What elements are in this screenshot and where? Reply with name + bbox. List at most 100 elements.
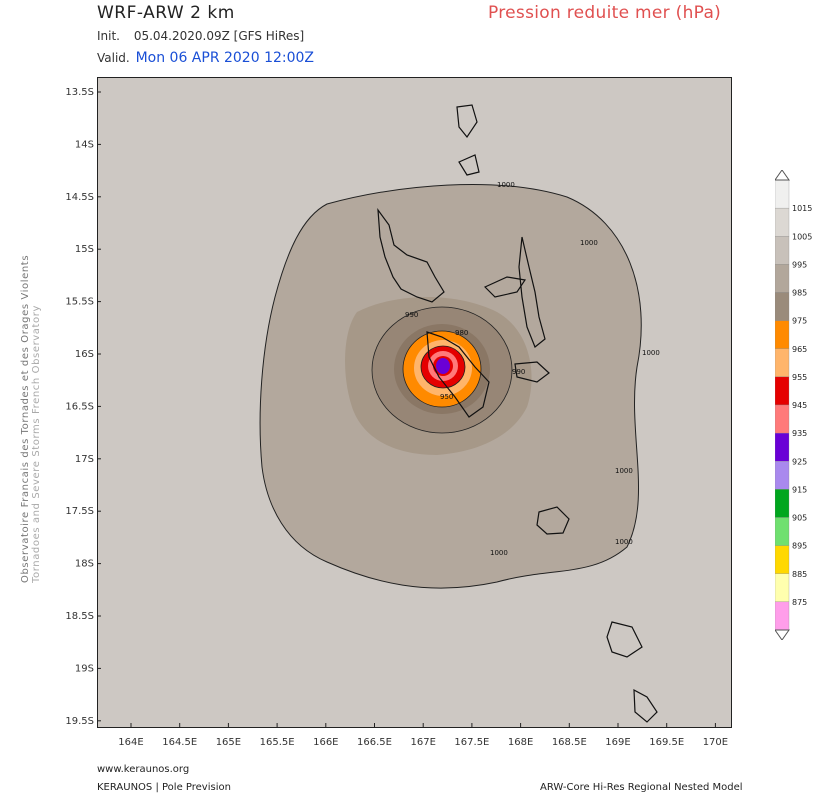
legend-swatch	[775, 320, 790, 349]
pressure-legend: 1015 1005 995 985 975 965 955 945 935 925 915 905 89…	[775, 170, 812, 640]
lat-tick-label: 18.5S	[65, 611, 94, 622]
model-title: WRF-ARW 2 km	[97, 3, 235, 23]
legend-label: 925	[792, 457, 807, 466]
lat-tick-label: 14S	[75, 139, 94, 150]
legend-swatch	[775, 404, 790, 434]
lon-tick-label: 168.5E	[552, 737, 587, 748]
contour-label: 1000	[497, 181, 515, 189]
legend-swatch	[775, 432, 790, 462]
brand-footer: KERAUNOS | Pole Prevision	[97, 782, 231, 793]
lat-tick-label: 16.5S	[65, 401, 94, 412]
legend-swatch	[775, 545, 790, 574]
lon-tick-label: 166E	[313, 737, 338, 748]
island-espiritu-santo	[377, 207, 445, 303]
island-efate	[536, 506, 570, 535]
legend-swatch	[775, 489, 790, 518]
lat-tick-label: 14.5S	[65, 192, 94, 203]
contour-label: 990	[512, 368, 525, 376]
legend-swatch	[775, 376, 790, 406]
valid-date: Mon 06 APR 2020 12:00Z	[135, 50, 315, 66]
legend-swatch	[775, 236, 790, 265]
contour-label: 990	[405, 311, 418, 319]
lat-tick-label: 16S	[75, 349, 94, 360]
legend-swatch	[775, 264, 790, 293]
website-footer: www.keraunos.org	[97, 764, 190, 775]
observatory-label: Observatoire Francais des Tornades et de…	[20, 255, 42, 583]
island-gaua	[458, 154, 480, 176]
legend-label: 875	[792, 598, 807, 607]
legend-swatch	[775, 461, 790, 490]
contour-label: 1000	[615, 467, 633, 475]
lat-tick-label: 17.5S	[65, 506, 94, 517]
island-pentecost	[518, 236, 546, 348]
island-malekula	[426, 331, 490, 418]
lat-tick-label: 15.5S	[65, 297, 94, 308]
lon-tick-label: 164.5E	[162, 737, 197, 748]
valid-label: Valid.	[97, 51, 130, 65]
lat-tick-label: 19S	[75, 663, 94, 674]
init-label: Init.	[97, 29, 120, 43]
coastlines	[377, 104, 658, 723]
init-line: Init. 05.04.2020.09Z [GFS HiRes]	[97, 29, 304, 43]
legend-label: 945	[792, 401, 807, 410]
island-tanna	[633, 688, 658, 723]
cyclone-eye	[436, 358, 450, 374]
lat-tick-label: 18S	[75, 559, 94, 570]
legend-labels: 1015 1005 995 985 975 965 955 945 935 925 915 905 89…	[792, 204, 812, 607]
legend-label: 955	[792, 373, 807, 382]
lon-tick-label: 169E	[605, 737, 630, 748]
valid-line: Valid. Mon 06 APR 2020 12:00Z	[97, 50, 314, 66]
contour-labels: 1000 1000 990 980 990 950 1000 1000 1000…	[405, 181, 660, 557]
legend-swatch	[775, 292, 790, 321]
lon-tick-label: 168E	[508, 737, 533, 748]
model-note-footer: ARW-Core Hi-Res Regional Nested Model	[540, 782, 743, 793]
legend-swatch	[775, 207, 790, 237]
lon-tick-label: 165E	[216, 737, 241, 748]
legend-bottom-arrow	[775, 629, 790, 640]
contour-label: 1000	[642, 349, 660, 357]
longitude-axis: 164E 164.5E 165E 165.5E 166E 166.5E 167E 167.5E…	[118, 723, 728, 748]
lon-tick-label: 165.5E	[260, 737, 295, 748]
legend-label: 885	[792, 570, 807, 579]
observatory-en: Tornadoes and Severe Storms French Obser…	[31, 305, 42, 583]
contour-label: 1000	[615, 538, 633, 546]
lat-tick-label: 13.5S	[65, 87, 94, 98]
island-erromango	[606, 621, 643, 658]
lat-tick-label: 17S	[75, 454, 94, 465]
legend-label: 985	[792, 289, 807, 298]
map-frame	[97, 77, 732, 728]
legend-swatch	[775, 517, 790, 546]
legend-colorbar	[775, 170, 790, 640]
island-ambrym	[514, 361, 550, 383]
lat-tick-label: 15S	[75, 244, 94, 255]
legend-label: 905	[792, 514, 807, 523]
observatory-fr: Observatoire Francais des Tornades et de…	[20, 254, 31, 583]
legend-swatch	[775, 601, 790, 631]
legend-label: 915	[792, 485, 807, 494]
contour-label: 1000	[580, 239, 598, 247]
field-title: Pression reduite mer (hPa)	[488, 3, 722, 23]
legend-swatch	[775, 348, 790, 378]
island-vanua-lava	[456, 104, 478, 139]
contour-label: 950	[440, 393, 453, 401]
legend-label: 935	[792, 429, 807, 438]
init-value: 05.04.2020.09Z [GFS HiRes]	[133, 29, 305, 43]
legend-swatch	[775, 573, 790, 603]
pressure-map: 1000 1000 990 980 990 950 1000 1000 1000…	[65, 77, 732, 748]
lon-tick-label: 167.5E	[454, 737, 489, 748]
lon-tick-label: 167E	[410, 737, 435, 748]
lon-tick-label: 169.5E	[649, 737, 684, 748]
lon-tick-label: 170E	[703, 737, 728, 748]
legend-label: 965	[792, 345, 807, 354]
legend-label: 995	[792, 260, 807, 269]
lon-tick-label: 164E	[118, 737, 143, 748]
legend-swatch	[775, 179, 790, 209]
lon-tick-label: 166.5E	[357, 737, 392, 748]
legend-label: 975	[792, 317, 807, 326]
contour-label: 980	[455, 329, 468, 337]
lat-tick-label: 19.5S	[65, 716, 94, 727]
legend-label: 1015	[792, 204, 812, 213]
legend-top-arrow	[775, 170, 790, 181]
legend-label: 895	[792, 542, 807, 551]
latitude-axis: 13.5S 14S 14.5S 15S 15.5S 16S 16.5S 17S 17.5S 18S…	[65, 87, 101, 727]
